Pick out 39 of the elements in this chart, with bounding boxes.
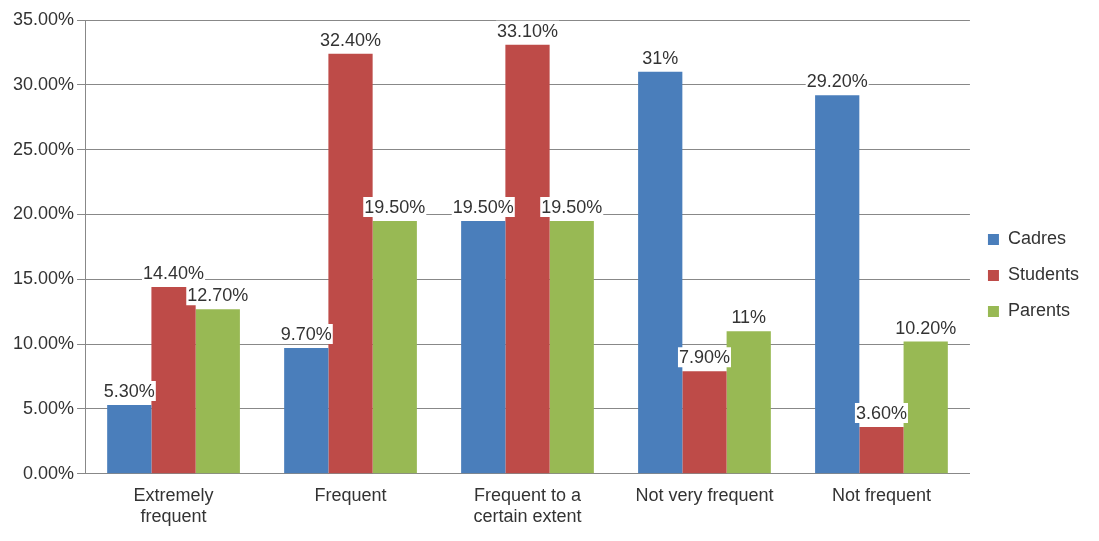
data-label: 19.50% <box>364 196 426 217</box>
data-label: 3.60% <box>855 403 907 424</box>
y-tick-label: 35.00% <box>12 8 75 29</box>
bar <box>859 427 904 474</box>
data-label: 33.10% <box>496 20 559 41</box>
bar <box>372 220 417 474</box>
data-label: 5.30% <box>103 381 155 402</box>
data-label: 19.50% <box>541 196 603 217</box>
y-tick-label: 10.00% <box>12 333 75 354</box>
data-label: 12.70% <box>187 285 249 306</box>
x-tick-label: Not very frequent <box>635 484 774 505</box>
y-tick-label: 25.00% <box>12 138 75 159</box>
x-tick-label: Frequent <box>314 484 387 505</box>
bar <box>461 220 506 474</box>
bar <box>107 405 152 474</box>
data-label: 14.40% <box>143 263 205 284</box>
data-label: 31% <box>642 47 679 68</box>
bar <box>549 220 594 474</box>
data-label: 9.70% <box>280 324 332 344</box>
data-label: 11% <box>731 307 767 328</box>
x-tick-label: Frequent to a certain extent <box>473 484 583 527</box>
y-tick-label: 30.00% <box>12 73 75 94</box>
y-tick-label: 15.00% <box>12 268 75 289</box>
bar <box>682 371 727 474</box>
legend-label: Students <box>1007 264 1080 285</box>
legend-label: Cadres <box>1007 228 1066 249</box>
y-tick-label: 5.00% <box>23 397 75 418</box>
y-tick-label: 0.00% <box>23 462 75 483</box>
data-label: 7.90% <box>678 347 730 368</box>
legend-label: Parents <box>1007 300 1070 321</box>
data-label: 29.20% <box>806 71 868 92</box>
x-tick-label: Not frequent <box>831 484 931 505</box>
data-label: 10.20% <box>895 317 957 338</box>
data-label: 32.40% <box>319 29 382 50</box>
bar <box>284 348 329 474</box>
bar <box>195 309 240 474</box>
x-tick-label: Extremely frequent <box>133 484 214 527</box>
y-tick-label: 20.00% <box>12 203 75 224</box>
data-label: 19.50% <box>452 196 514 217</box>
